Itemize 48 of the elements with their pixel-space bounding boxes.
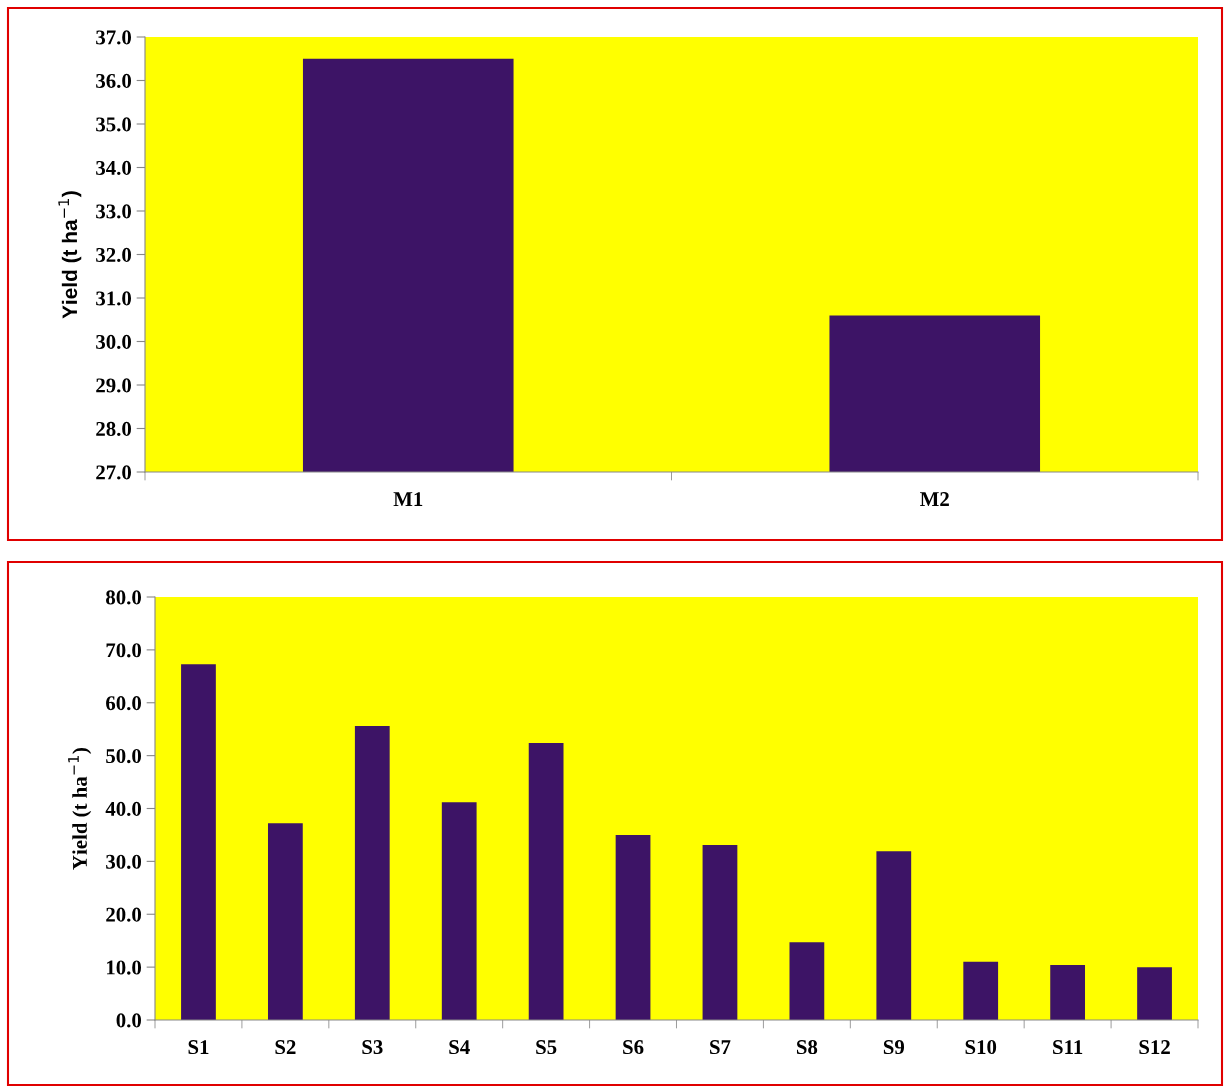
x-tick-label: S4	[449, 1040, 470, 1055]
y-tick-label: 70.0	[106, 643, 142, 658]
y-tick-label: 37.0	[96, 30, 132, 45]
y-tick-label: 10.0	[107, 960, 142, 975]
x-tick-label: S7	[710, 1040, 731, 1055]
y-axis-title: Yield (t ha$^{−1}$)	[58, 191, 82, 319]
y-tick-label: 35.0	[96, 117, 132, 132]
bar	[267, 823, 303, 1020]
x-tick-label: S8	[796, 1040, 818, 1055]
y-tick-label: 30.0	[106, 854, 142, 869]
bar	[1137, 967, 1172, 1020]
bar	[181, 664, 216, 1020]
y-tick-label: 80.0	[106, 590, 142, 605]
y-tick-label: 0.0	[116, 1013, 142, 1028]
y-tick-label: 36.0	[96, 73, 132, 89]
bar	[702, 844, 738, 1020]
y-tick-label: 32.0	[96, 247, 132, 263]
y-axis-title: Yield (t ha$^{−1}$)	[68, 748, 92, 870]
y-tick-label: 27.0	[96, 465, 132, 480]
x-tick-label: S11	[1053, 1040, 1083, 1055]
y-tick-label: 28.0	[96, 421, 132, 437]
bar	[789, 942, 825, 1020]
x-tick-label: S2	[275, 1040, 296, 1055]
y-tick-label: 60.0	[106, 696, 142, 711]
x-tick-label: S12	[1139, 1040, 1170, 1055]
y-tick-label: 33.0	[96, 204, 132, 219]
x-tick-label: M1	[393, 492, 423, 506]
bar	[963, 961, 999, 1020]
bar	[615, 834, 651, 1020]
x-tick-label: S3	[362, 1040, 383, 1055]
y-tick-label: 30.0	[96, 334, 132, 350]
x-tick-label: S6	[623, 1040, 644, 1055]
bar	[876, 851, 912, 1020]
bar	[354, 726, 390, 1020]
bar	[1050, 965, 1086, 1020]
y-tick-label: 31.0	[96, 291, 132, 306]
x-tick-label: S10	[965, 1040, 997, 1055]
bar	[441, 802, 477, 1020]
y-tick-label: 20.0	[106, 907, 142, 922]
y-tick-label: 34.0	[96, 160, 132, 176]
x-tick-label: M2	[920, 492, 949, 506]
x-tick-label: S1	[188, 1040, 209, 1055]
y-tick-label: 50.0	[106, 749, 142, 764]
bar	[528, 742, 564, 1020]
x-tick-label: S5	[536, 1040, 557, 1055]
y-tick-label: 40.0	[105, 801, 142, 817]
y-tick-label: 29.0	[96, 378, 132, 393]
x-tick-label: S9	[883, 1040, 905, 1055]
